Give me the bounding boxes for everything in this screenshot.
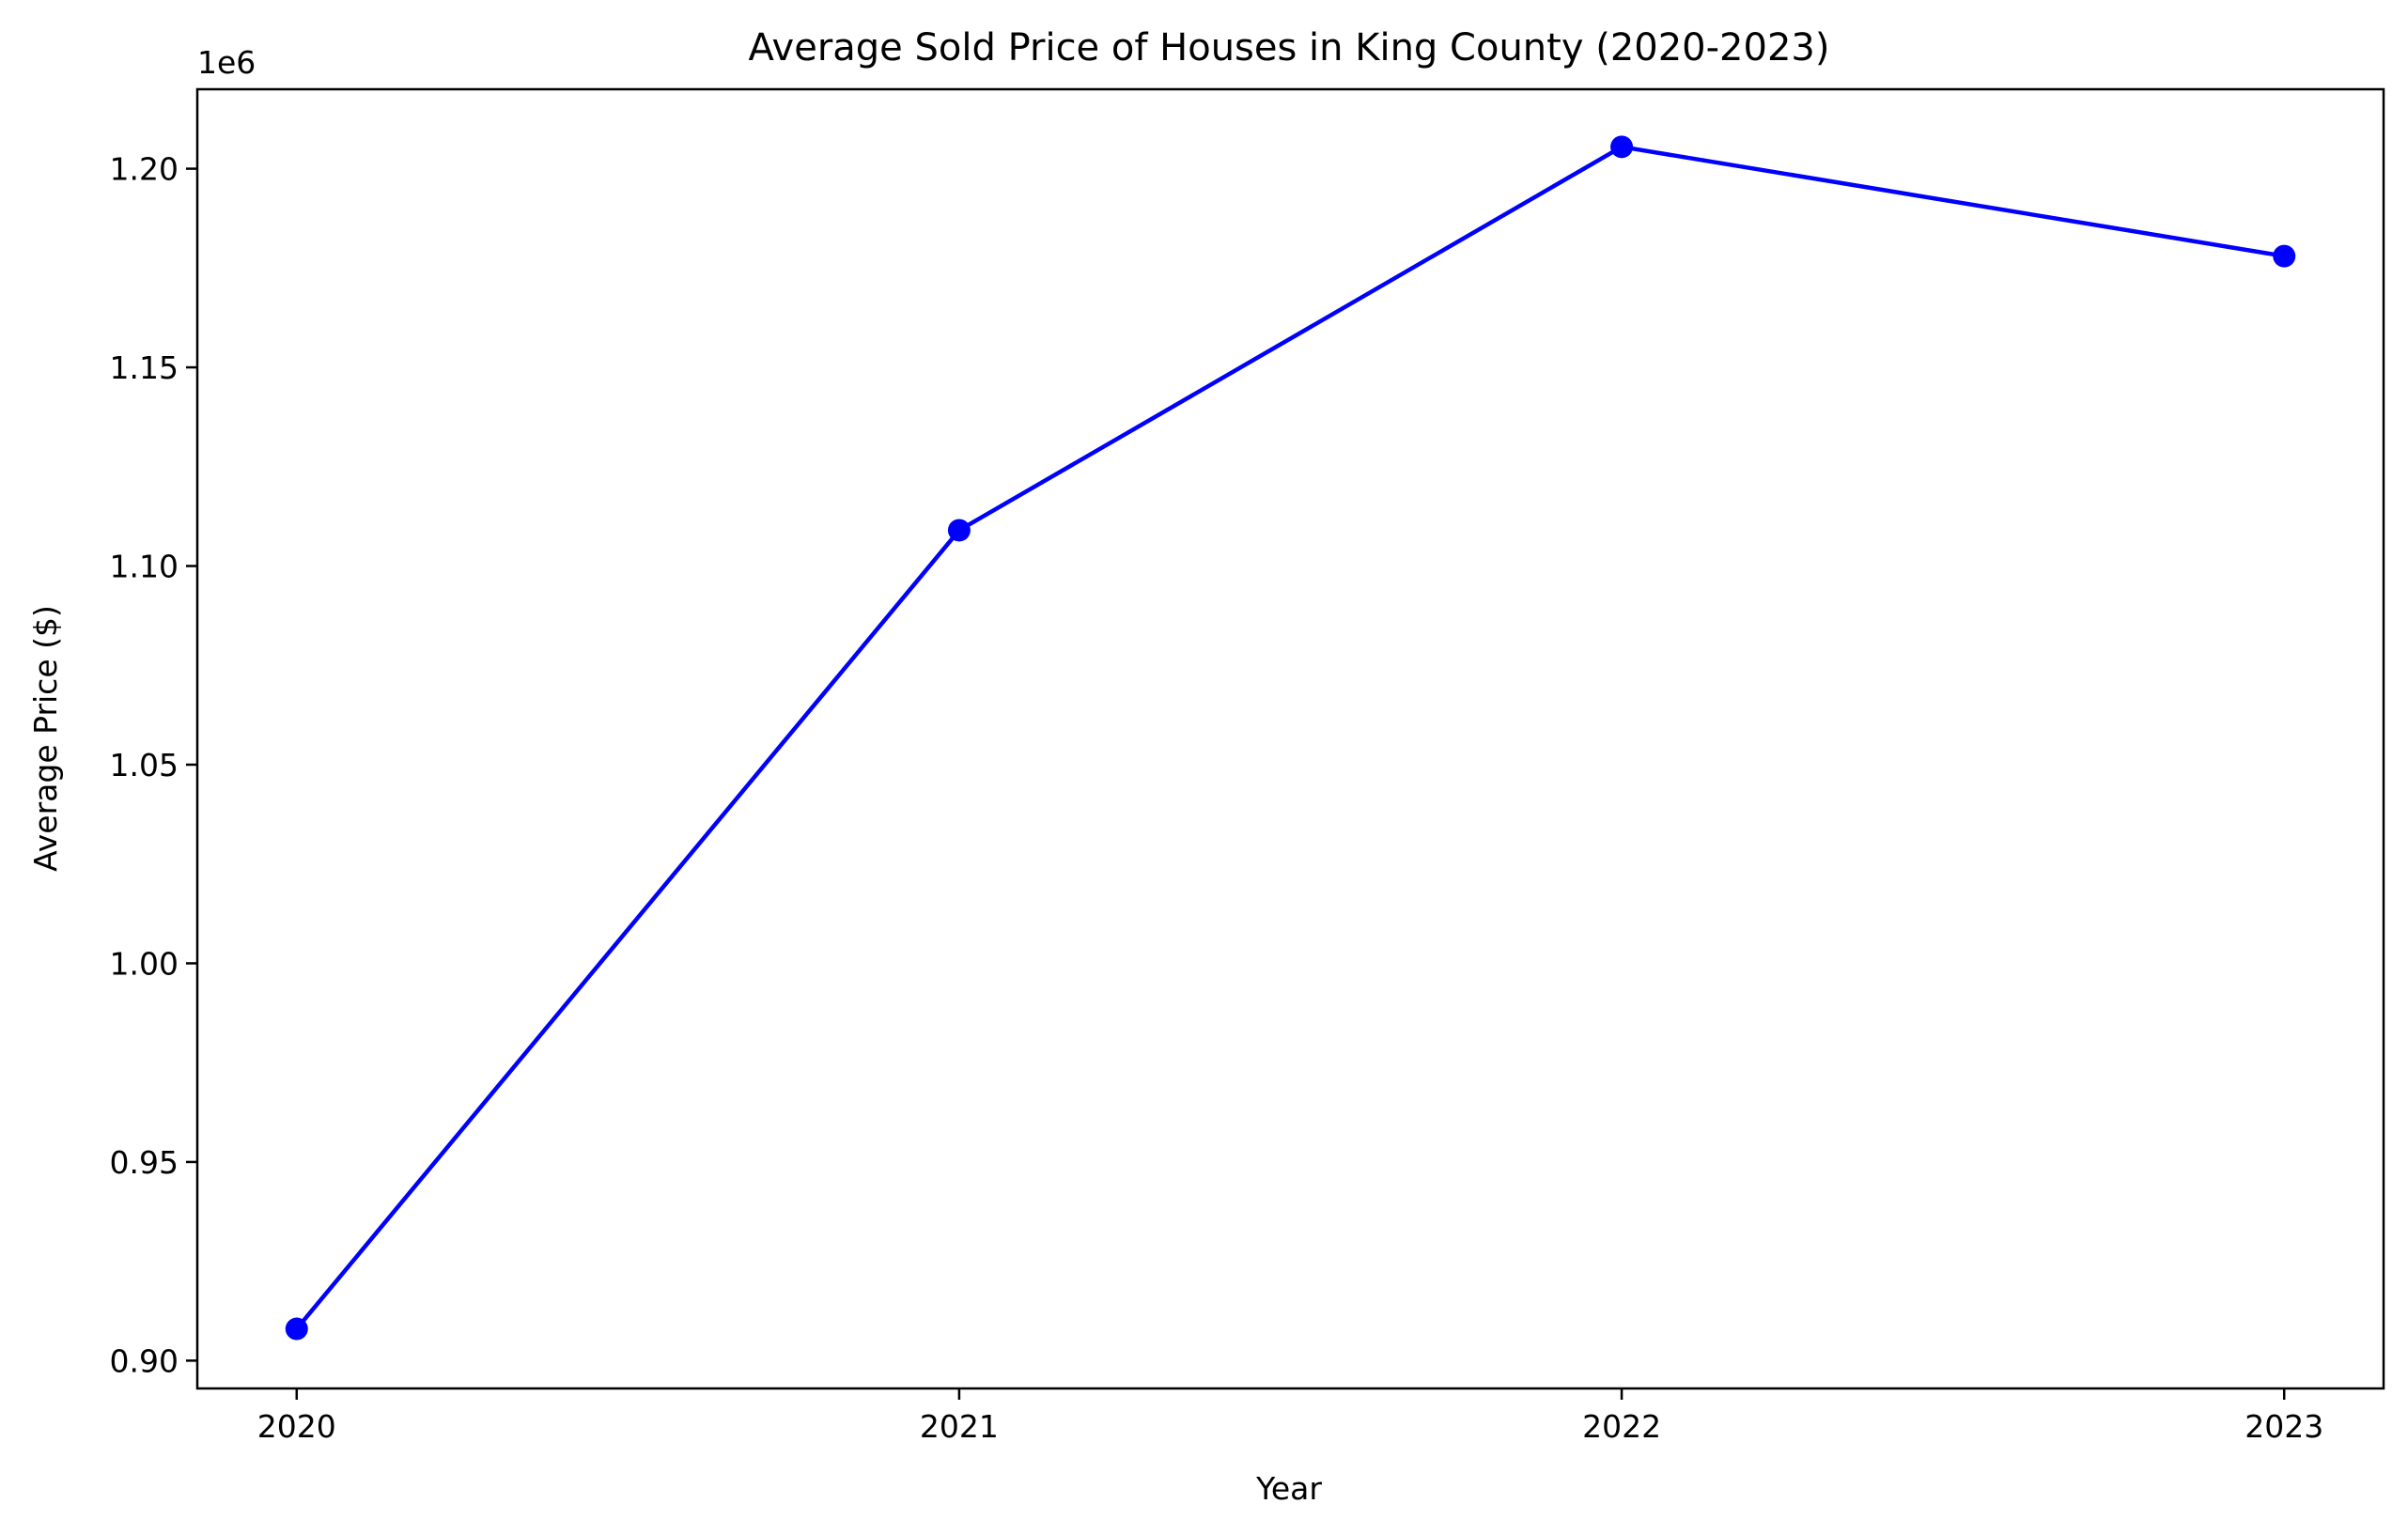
plot-area-frame [195, 87, 2385, 1390]
data-point-marker [1610, 135, 1634, 159]
y-axis-ticks: 0.90 0.95 1.00 1.05 1.10 1.15 1.20 [110, 151, 197, 1379]
y-tick-label: 1.10 [110, 549, 179, 585]
y-tick-label: 1.05 [110, 747, 179, 783]
series-line [295, 145, 2285, 1330]
x-tick-label: 2020 [257, 1408, 336, 1445]
y-tick-label: 1.00 [110, 945, 179, 982]
chart-title: Average Sold Price of Houses in King Cou… [749, 26, 1830, 70]
x-tick-label: 2022 [1582, 1408, 1661, 1445]
y-axis-label: Average Price ($) [27, 605, 64, 872]
x-tick-label: 2021 [920, 1408, 999, 1445]
y-axis-offset-label: 1e6 [197, 44, 256, 81]
data-point-marker [2273, 244, 2296, 268]
data-point-marker [285, 1317, 308, 1341]
y-tick-label: 0.90 [110, 1342, 179, 1379]
y-tick-label: 1.20 [110, 151, 179, 188]
y-tick-label: 0.95 [110, 1144, 179, 1181]
y-tick-label: 1.15 [110, 349, 179, 386]
x-axis-label: Year [1255, 1470, 1322, 1507]
data-point-marker [947, 519, 971, 542]
x-axis-ticks: 2020 2021 2022 2023 [257, 1388, 2323, 1445]
x-tick-label: 2023 [2245, 1408, 2323, 1445]
series-layer [285, 135, 2296, 1341]
